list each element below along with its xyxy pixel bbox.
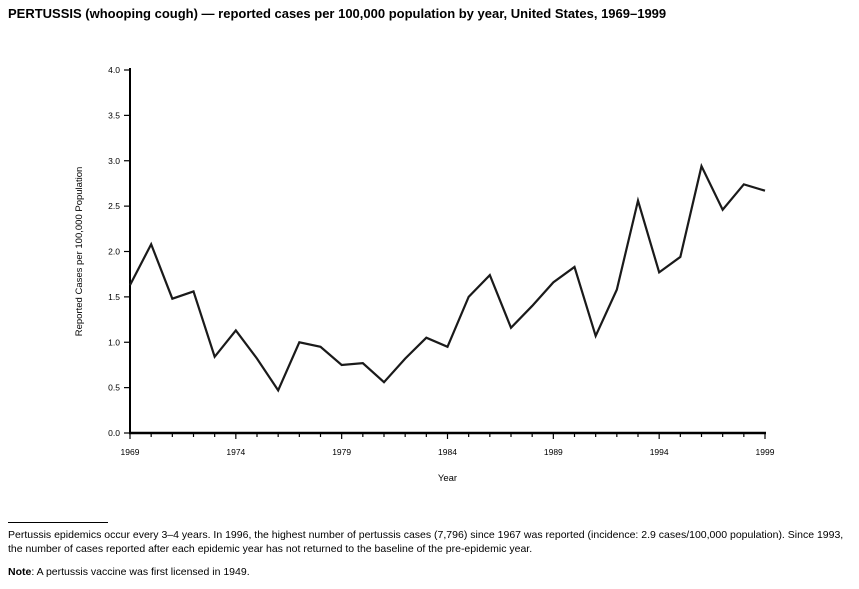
chart-title: PERTUSSIS (whooping cough) — reported ca…: [8, 6, 667, 21]
y-tick-label: 0.0: [108, 428, 120, 438]
footnote-block: Pertussis epidemics occur every 3–4 year…: [8, 522, 856, 580]
note-label: Note: [8, 566, 32, 579]
x-tick-label: 1974: [226, 447, 245, 457]
x-tick-label: 1989: [544, 447, 563, 457]
y-tick-label: 1.0: [108, 337, 120, 347]
y-tick-label: 1.5: [108, 292, 120, 302]
data-line: [129, 162, 766, 393]
note-line: Note: A pertussis vaccine was first lice…: [8, 565, 856, 579]
x-tick-label: 1979: [332, 447, 351, 457]
y-tick-label: 0.5: [108, 383, 120, 393]
x-tick-label: 1969: [121, 447, 140, 457]
footnote-text: Pertussis epidemics occur every 3–4 year…: [8, 529, 844, 556]
y-tick-label: 4.0: [108, 65, 120, 75]
x-axis-title: Year: [438, 473, 457, 484]
x-tick-label: 1999: [756, 447, 775, 457]
x-tick-label: 1984: [438, 447, 457, 457]
y-tick-label: 3.0: [108, 156, 120, 166]
y-tick-label: 2.0: [108, 247, 120, 257]
pertussis-line-chart: 0.0 0.5 1.0 1.5 2.0 2.5 3.0 3.5 4.0 1969 1974 1979 1…: [74, 65, 775, 484]
x-tick-label: 1994: [650, 447, 669, 457]
y-tick-label: 2.5: [108, 201, 120, 211]
note-text: : A pertussis vaccine was first licensed…: [31, 566, 250, 579]
footnote-rule: [8, 522, 108, 523]
y-axis-title: Reported Cases per 100,000 Population: [74, 167, 85, 337]
y-tick-label: 3.5: [108, 110, 120, 120]
